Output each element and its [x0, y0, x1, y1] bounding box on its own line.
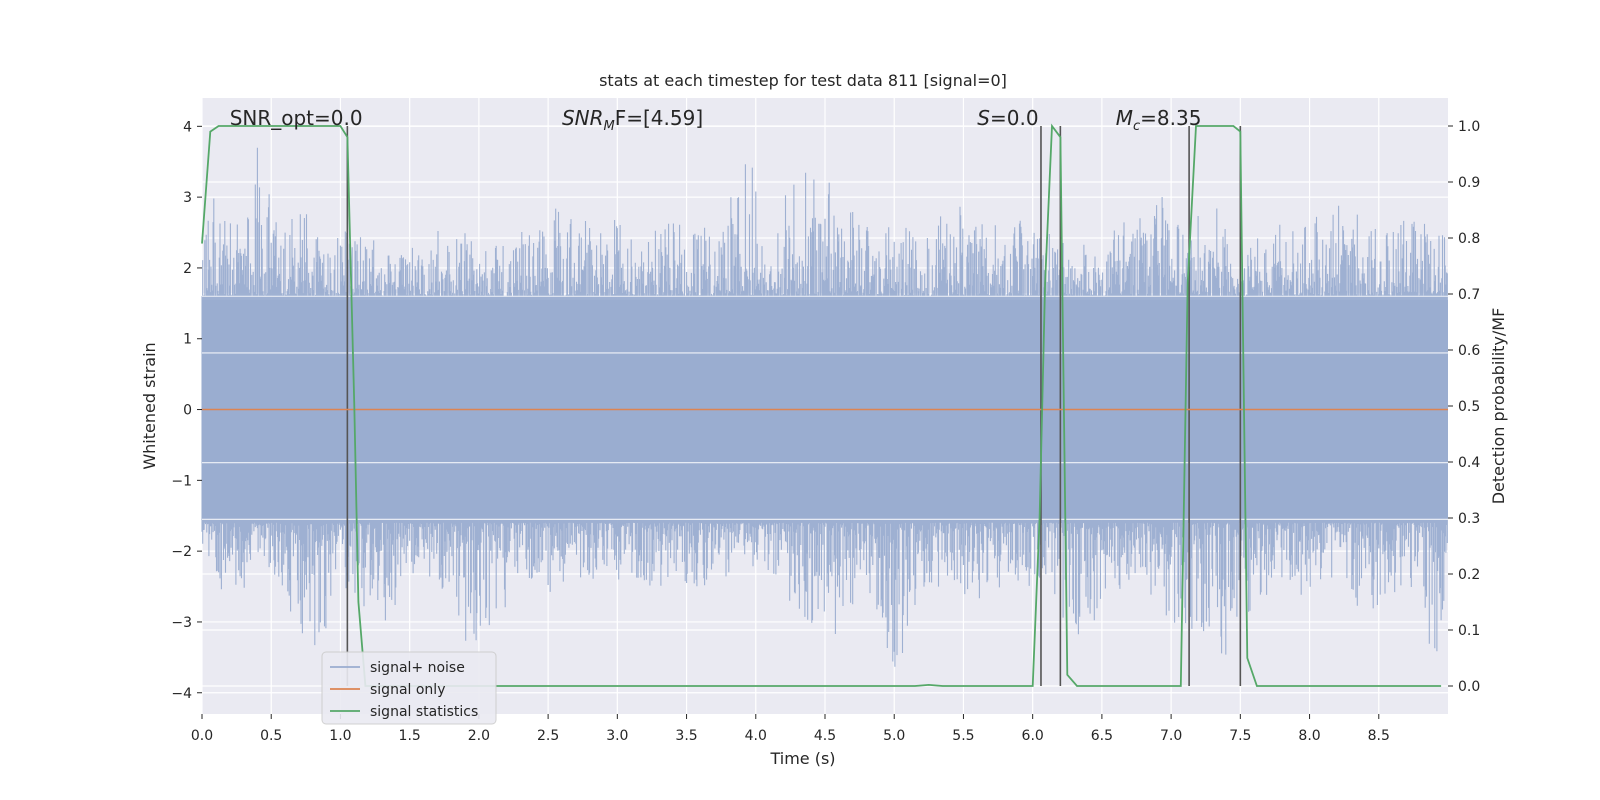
- y-right-tick-label: 0.3: [1458, 511, 1480, 527]
- y-tick-label: 0: [183, 403, 192, 419]
- y-right-tick-label: 0.6: [1458, 343, 1480, 359]
- x-tick-label: 5.0: [883, 728, 905, 744]
- x-tick-label: 6.5: [1091, 728, 1113, 744]
- signal-statistics-series: [201, 123, 1442, 687]
- y-tick-label: 1: [183, 332, 192, 348]
- x-tick-label: 4.0: [745, 728, 767, 744]
- x-tick-label: 8.5: [1368, 728, 1390, 744]
- y-tick-label: 2: [183, 261, 192, 277]
- x-tick-label: 7.5: [1229, 728, 1251, 744]
- y-tick-label: −4: [171, 686, 192, 702]
- legend-label: signal only: [370, 682, 445, 698]
- vertical-markers: [346, 126, 1242, 686]
- y-right-tick-label: 1.0: [1458, 119, 1480, 135]
- x-tick-label: 1.5: [399, 728, 421, 744]
- legend-box: [321, 651, 497, 725]
- x-tick-label: 4.5: [814, 728, 836, 744]
- y-tick-label: −1: [171, 473, 192, 489]
- x-tick-label: 3.0: [606, 728, 628, 744]
- x-tick-label: 8.0: [1298, 728, 1320, 744]
- y-right-tick-label: 0.9: [1458, 175, 1480, 191]
- x-tick-label: 2.5: [537, 728, 559, 744]
- x-tick-label: 7.0: [1160, 728, 1182, 744]
- y-right-tick-label: 0.7: [1458, 287, 1480, 303]
- chart-title: stats at each timestep for test data 811…: [599, 71, 1007, 90]
- x-axis-label: Time (s): [769, 749, 835, 768]
- annotation: SNR_opt=0.0: [230, 106, 363, 130]
- x-tick-label: 3.5: [675, 728, 697, 744]
- legend-label: signal+ noise: [370, 660, 465, 676]
- x-tick-label: 0.5: [260, 728, 282, 744]
- y-right-tick-label: 0.8: [1458, 231, 1480, 247]
- y-tick-label: −3: [171, 615, 192, 631]
- annotation: SNRMF=[4.59]: [562, 106, 703, 134]
- x-tick-label: 1.0: [329, 728, 351, 744]
- y-right-tick-label: 0.5: [1458, 399, 1480, 415]
- annotations: SNR_opt=0.0 SNRMF=[4.59] S=0.0 Mc=8.35: [230, 106, 1202, 134]
- y-axis-right-label: Detection probability/MF: [1489, 308, 1508, 505]
- x-tick-label: 5.5: [952, 728, 974, 744]
- y-right-tick-label: 0.0: [1458, 679, 1480, 695]
- y-axis-ticks: 4 3 2 1 0 −1 −2 −3 −4: [171, 119, 202, 702]
- legend-label: signal statistics: [370, 704, 478, 720]
- x-tick-label: 6.0: [1022, 728, 1044, 744]
- x-tick-label: 2.0: [468, 728, 490, 744]
- x-axis-ticks: 0.0 0.5 1.0 1.5 2.0 2.5 3.0 3.5 4.0 4.5 5.0 5.5 6.0 6…: [191, 714, 1390, 744]
- y-right-tick-label: 0.4: [1458, 455, 1480, 471]
- y-axis-label: Whitened strain: [140, 342, 159, 469]
- y-tick-label: 3: [183, 190, 192, 206]
- y-tick-label: 4: [183, 119, 192, 135]
- legend: signal+ noise signal only signal statistic…: [321, 651, 497, 725]
- y-axis-right-ticks: 1.0 0.9 0.8 0.7 0.6 0.5 0.4 0.3 0.2 0.1 0.0: [1448, 119, 1480, 695]
- y-right-tick-label: 0.1: [1458, 623, 1480, 639]
- annotation: Mc=8.35: [1116, 106, 1202, 134]
- y-tick-label: −2: [171, 544, 192, 560]
- annotation: S=0.0: [977, 106, 1038, 130]
- y-right-tick-label: 0.2: [1458, 567, 1480, 583]
- x-tick-label: 0.0: [191, 728, 213, 744]
